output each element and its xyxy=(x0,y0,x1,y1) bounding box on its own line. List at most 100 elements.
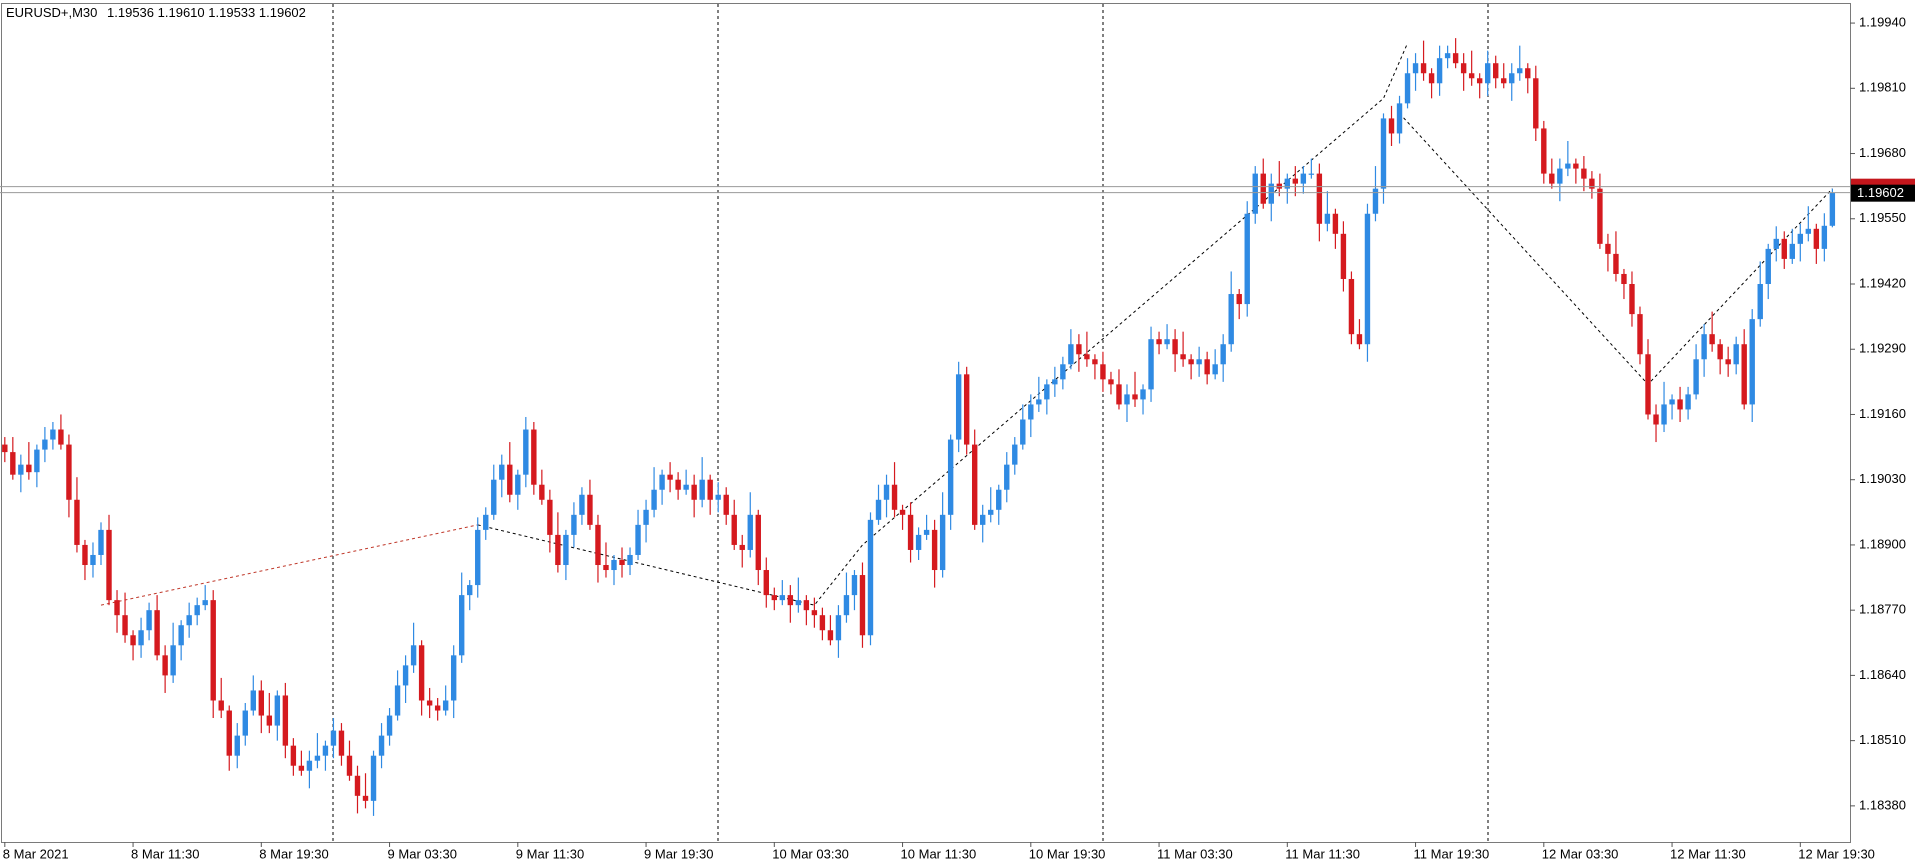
candle-body xyxy=(202,600,208,606)
candle-body xyxy=(811,610,818,616)
candle-body xyxy=(450,655,457,701)
candle-body xyxy=(635,524,641,555)
candle-body xyxy=(1156,339,1162,345)
candle-body xyxy=(547,499,553,535)
candle-body xyxy=(651,489,657,510)
candle-body xyxy=(1044,384,1050,400)
candle-body xyxy=(1541,128,1547,174)
candle-body xyxy=(378,735,385,756)
candle-body xyxy=(1012,444,1018,465)
candle-body xyxy=(515,474,521,495)
candle-body xyxy=(1749,319,1755,405)
chart-header: EURUSD+,M30 1.19536 1.19610 1.19533 1.19… xyxy=(6,5,306,20)
candle-body xyxy=(771,595,778,601)
candle-body xyxy=(1669,399,1675,405)
candle-body xyxy=(579,494,585,515)
candle-body xyxy=(899,509,906,515)
candle-body xyxy=(74,499,80,545)
price-tag-label: 1.19602 xyxy=(1857,185,1904,200)
candle-body xyxy=(1733,344,1739,365)
candle-body xyxy=(1757,284,1763,320)
candle-body xyxy=(1452,53,1459,64)
candle-body xyxy=(58,429,64,445)
candle-body xyxy=(290,745,297,766)
candle-body xyxy=(1653,414,1659,425)
candle-body xyxy=(186,615,192,626)
candle-body xyxy=(803,600,810,611)
candle-body xyxy=(1292,178,1299,184)
x-tick-label: 12 Mar 11:30 xyxy=(1670,846,1746,861)
candle-body xyxy=(907,514,914,550)
x-tick-label: 11 Mar 19:30 xyxy=(1414,846,1490,861)
candle-body xyxy=(418,645,425,701)
zigzag-line xyxy=(100,524,478,606)
candle-body xyxy=(1020,419,1026,445)
candle-body xyxy=(90,554,96,566)
candle-body xyxy=(1116,384,1122,405)
candle-body xyxy=(1613,253,1619,274)
candle-body xyxy=(178,625,184,646)
candle-body xyxy=(1268,183,1274,204)
candle-body xyxy=(1180,354,1186,360)
candle-body xyxy=(426,700,433,706)
candle-body xyxy=(1348,278,1355,335)
candle-body xyxy=(603,565,609,571)
candle-body xyxy=(1316,173,1323,224)
candle-body xyxy=(1260,173,1266,204)
candle-body xyxy=(1276,183,1282,189)
candle-body xyxy=(1076,344,1082,355)
candle-body xyxy=(394,685,401,716)
candle-body xyxy=(1220,344,1226,365)
candle-body xyxy=(931,529,938,571)
candle-body xyxy=(955,374,962,440)
candle-body xyxy=(386,715,393,736)
y-tick-label: 1.19030 xyxy=(1859,471,1906,486)
candle-body xyxy=(410,645,417,666)
candle-body xyxy=(851,575,858,596)
candle-body xyxy=(1637,314,1643,355)
candle-body xyxy=(923,529,930,535)
candle-body xyxy=(1228,294,1234,345)
candle-body xyxy=(1284,178,1291,189)
y-tick-label: 1.18770 xyxy=(1859,602,1906,617)
candle-body xyxy=(795,600,802,606)
candle-body xyxy=(42,439,48,450)
candle-body xyxy=(34,449,40,473)
candle-body xyxy=(587,494,593,525)
candle-body xyxy=(683,484,689,490)
candle-body xyxy=(274,695,281,726)
candle-body xyxy=(1396,103,1403,134)
candle-body xyxy=(731,514,737,545)
candle-body xyxy=(523,429,529,475)
candle-body xyxy=(1805,228,1812,234)
candle-body xyxy=(1685,394,1691,410)
y-tick-label: 1.19810 xyxy=(1859,80,1906,95)
candle-body xyxy=(835,615,842,641)
candle-body xyxy=(1829,192,1836,226)
candle-body xyxy=(891,484,898,510)
candle-body xyxy=(491,479,497,515)
candle-body xyxy=(82,544,88,566)
candle-body xyxy=(619,559,625,566)
y-tick-label: 1.19550 xyxy=(1859,210,1906,225)
candle-body xyxy=(988,509,994,515)
candle-body xyxy=(1725,359,1731,365)
y-tick-label: 1.19940 xyxy=(1859,15,1906,30)
candle-body xyxy=(1444,53,1451,59)
candle-body xyxy=(1436,58,1443,84)
candle-body xyxy=(963,374,970,445)
plot-frame xyxy=(1,3,1851,843)
candle-body xyxy=(1781,238,1787,259)
candle-body xyxy=(402,665,409,686)
candle-body xyxy=(1509,73,1515,84)
candle-body xyxy=(1380,118,1387,189)
candle-body xyxy=(1388,118,1395,134)
candle-body xyxy=(346,755,353,776)
candle-body xyxy=(787,595,794,606)
candle-body xyxy=(1188,359,1194,365)
x-tick-label: 9 Mar 03:30 xyxy=(388,846,457,861)
candle-body xyxy=(1004,464,1010,490)
candle-body xyxy=(875,499,882,520)
candle-body xyxy=(1621,273,1627,285)
